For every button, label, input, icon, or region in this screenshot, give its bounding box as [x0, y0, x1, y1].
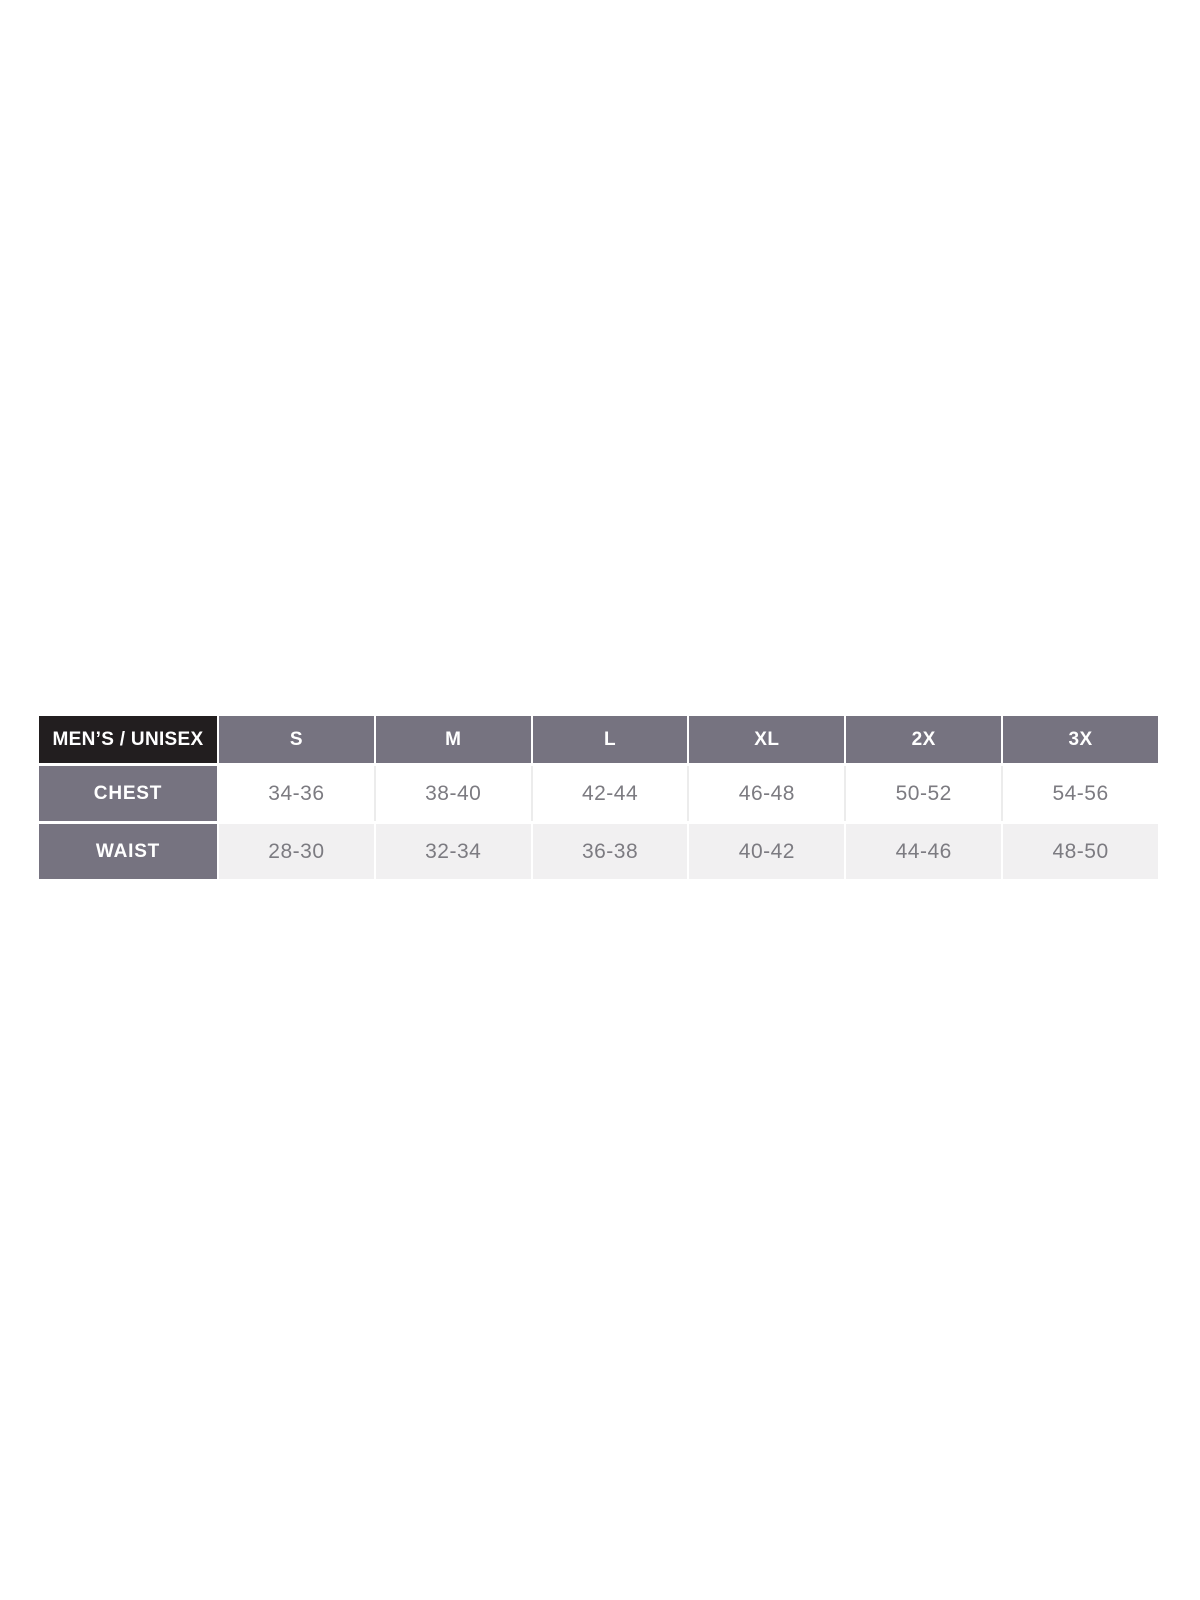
corner-header-cell: MEN’S / UNISEX [39, 716, 217, 763]
waist-value-xl: 40-42 [687, 824, 845, 879]
waist-measurement-row: WAIST 28-30 32-34 36-38 40-42 44-46 48-5… [39, 824, 1158, 879]
size-column-header-s: S [217, 716, 374, 763]
size-column-header-m: M [373, 716, 531, 763]
size-column-header-l: L [530, 716, 688, 763]
chest-measurement-row: CHEST 34-36 38-40 42-44 46-48 50-52 54-5… [39, 766, 1158, 821]
waist-value-m: 32-34 [373, 824, 531, 879]
size-column-header-2x: 2X [844, 716, 1002, 763]
size-column-header-xl: XL [687, 716, 845, 763]
waist-value-3x: 48-50 [1001, 824, 1158, 879]
size-chart-header-row: MEN’S / UNISEX S M L XL 2X 3X [39, 716, 1158, 763]
waist-value-l: 36-38 [530, 824, 688, 879]
chest-value-xl: 46-48 [687, 766, 845, 821]
chest-value-l: 42-44 [530, 766, 688, 821]
chest-value-s: 34-36 [217, 766, 374, 821]
waist-row-label: WAIST [39, 824, 217, 879]
waist-value-s: 28-30 [217, 824, 374, 879]
size-column-header-3x: 3X [1001, 716, 1158, 763]
chest-value-3x: 54-56 [1001, 766, 1158, 821]
chest-value-2x: 50-52 [844, 766, 1002, 821]
chest-row-label: CHEST [39, 766, 217, 821]
size-chart-table: MEN’S / UNISEX S M L XL 2X 3X CHEST 34-3… [39, 713, 1158, 882]
waist-value-2x: 44-46 [844, 824, 1002, 879]
chest-value-m: 38-40 [373, 766, 531, 821]
